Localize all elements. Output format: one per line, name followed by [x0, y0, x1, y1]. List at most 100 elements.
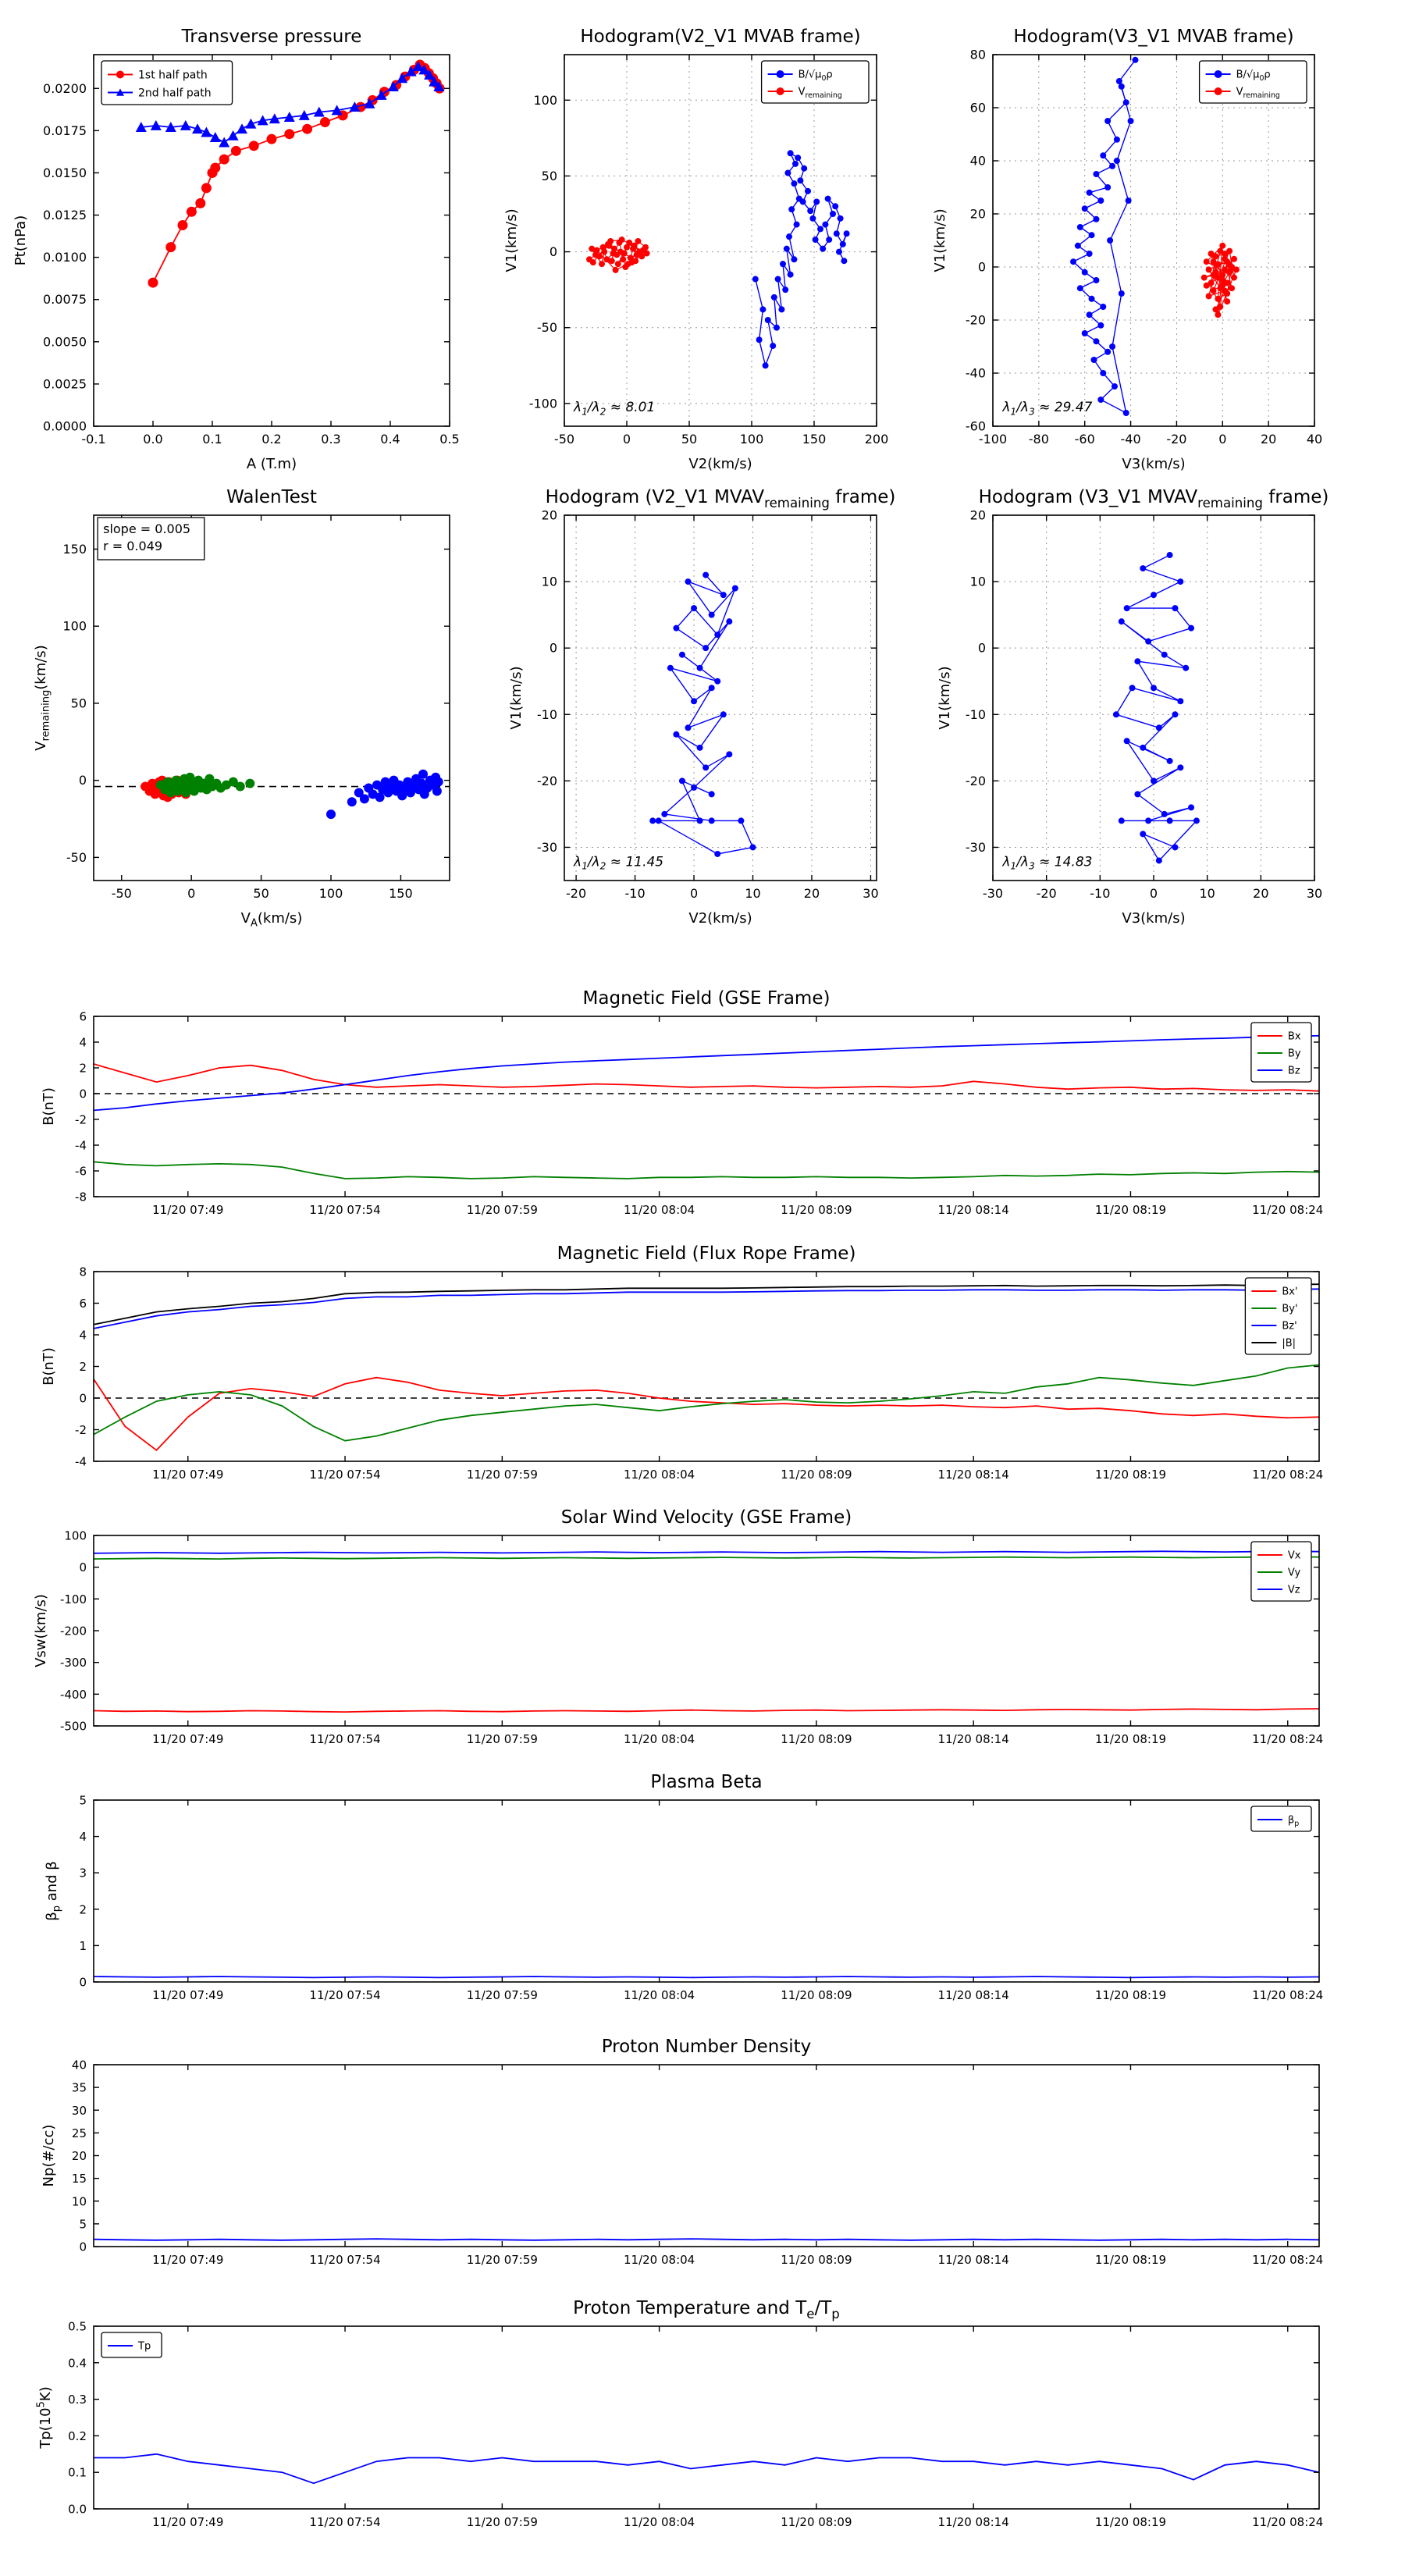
x-tick-label: -30: [983, 886, 1003, 901]
marker-dot: [1076, 285, 1083, 292]
transverse-pressure-svg: -0.1 0.0 0.1 0.2 0.3 0.4 0.5 0.0000 0.0025 0.0050…: [12, 27, 460, 472]
y-tick-label: 0.3: [68, 2393, 87, 2407]
x-tick-label: 0: [690, 886, 698, 901]
plot-title: Proton Temperature and Te/Tp: [573, 2298, 840, 2322]
marker-dot: [1115, 78, 1122, 84]
marker-dot: [824, 195, 831, 202]
tspan: 60: [970, 101, 986, 116]
marker-dot: [1205, 266, 1212, 273]
marker-dot: [1205, 293, 1212, 300]
tspan: 20: [970, 207, 986, 222]
x-tick-label: 0.1: [202, 432, 222, 447]
tspan: -100: [60, 1592, 87, 1606]
y-tick-label: 0.0000: [43, 419, 87, 434]
tspan: 11/20 08:09: [781, 2515, 852, 2529]
tspan: Bx: [1288, 1031, 1301, 1043]
marker-dot: [624, 244, 630, 251]
axes-frame: [93, 1016, 1320, 1197]
bfield-fluxrope-svg: 11/20 07:49 11/20 07:54 11/20 07:59 11/20 0…: [41, 1244, 1323, 1482]
y-tick-label: 20: [970, 508, 986, 523]
annotation: λ1/λ2 ≈ 8.01: [573, 400, 655, 417]
tspan: 11/20 08:24: [1252, 2515, 1323, 2529]
series-line-vy: [93, 1556, 1320, 1560]
marker-dot: [678, 651, 685, 658]
marker-dot: [780, 261, 786, 268]
legend-label: Tp: [137, 2341, 151, 2353]
tspan: V1(km/s): [932, 208, 948, 272]
marker-dot: [793, 221, 800, 228]
tspan: 11/20 07:49: [152, 1732, 223, 1746]
y-tick-label: -400: [60, 1688, 87, 1702]
series-markers-v-remaining-path: [1112, 552, 1200, 864]
marker-dot: [1166, 817, 1173, 824]
marker-dot: [795, 155, 802, 162]
tspan: 11/20 08:04: [624, 1732, 695, 1746]
marker-dot: [1188, 624, 1195, 632]
marker-circle: [195, 197, 206, 208]
tspan: 2: [79, 1902, 87, 1916]
marker-dot: [624, 261, 631, 268]
tspan: 0: [187, 886, 195, 901]
legend-label: 1st half path: [138, 69, 208, 81]
tspan: 2: [79, 1062, 87, 1076]
marker-dot: [375, 792, 385, 802]
marker-dot: [432, 786, 442, 796]
tspan: 20: [72, 2149, 87, 2163]
x-tick-label: -20: [1037, 886, 1057, 901]
tspan: 50: [71, 696, 87, 710]
y-tick-label: 0.0200: [43, 81, 87, 96]
marker-dot: [1151, 592, 1157, 599]
marker-dot: [770, 294, 777, 301]
marker-triangle: [375, 89, 387, 100]
tspan: -2: [75, 1423, 87, 1437]
tspan: -500: [60, 1720, 87, 1734]
marker-dot: [1222, 266, 1229, 273]
tspan: p: [831, 2307, 840, 2322]
y-axis-label: βp and β: [44, 1861, 63, 1921]
y-axis-label: Np(#/cc): [41, 2125, 57, 2187]
x-tick-label: 11/20 08:14: [938, 1468, 1009, 1482]
x-tick-label: 11/20 08:09: [781, 1732, 852, 1746]
marker-dot: [782, 286, 789, 294]
tspan: 10: [1199, 886, 1215, 901]
tspan: 11/20 08:19: [1095, 1203, 1166, 1217]
marker-dot: [1166, 757, 1173, 764]
plot-walen-test: -50 0 50 100 150 -50 0 50 100 150 WalenTest VA(km/s…: [12, 470, 477, 935]
tspan: 11/20 08:19: [1095, 1468, 1166, 1482]
y-tick-label: 0: [550, 641, 557, 656]
x-tick-label: 11/20 07:59: [467, 1732, 538, 1746]
tspan: 0: [79, 1392, 87, 1406]
x-tick-label: 20: [1253, 886, 1268, 901]
axes-frame: [93, 1799, 1320, 1983]
marker-dot: [696, 744, 703, 751]
x-tick-label: 11/20 07:54: [309, 2253, 380, 2267]
legend-box: [760, 60, 870, 104]
tspan: Bx': [1282, 1286, 1297, 1298]
y-tick-label: 100: [533, 93, 557, 108]
marker-dot: [1129, 685, 1136, 692]
y-tick-label: 80: [970, 48, 986, 62]
marker-dot: [1188, 804, 1195, 811]
tspan: 0.0075: [43, 292, 87, 307]
series-line-b-magnitude: [93, 1283, 1320, 1325]
tspan: 0.3: [321, 432, 340, 447]
tspan: 11/20 07:49: [152, 1988, 223, 2002]
y-tick-label: 10: [72, 2194, 87, 2208]
marker-dot: [1172, 605, 1179, 612]
tspan: Proton Number Density: [602, 2037, 812, 2057]
marker-dot: [1219, 242, 1226, 249]
axes-frame: [992, 54, 1315, 427]
x-tick-label: 0.3: [321, 432, 340, 447]
marker-dot: [1222, 255, 1229, 262]
x-tick-label: 11/20 08:19: [1095, 2253, 1166, 2267]
marker-dot: [1140, 744, 1147, 751]
tspan: 11/20 07:54: [309, 1988, 380, 2002]
marker-dot: [1109, 343, 1116, 350]
marker-triangle: [257, 115, 269, 126]
x-tick-label: 11/20 08:24: [1252, 1203, 1323, 1217]
tspan: -50: [554, 432, 574, 447]
series-line-vz: [93, 1550, 1320, 1554]
tspan: 150: [62, 542, 87, 557]
tspan: 0: [1218, 432, 1226, 447]
tspan: 0: [690, 886, 698, 901]
